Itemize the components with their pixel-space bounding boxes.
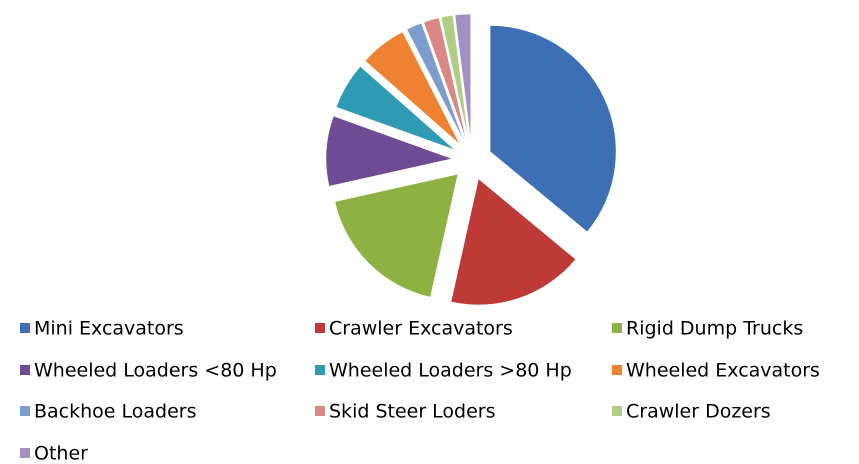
pie-slice bbox=[334, 173, 459, 298]
pie-slice bbox=[335, 66, 455, 151]
legend-swatch bbox=[612, 323, 622, 333]
pie-slice bbox=[454, 13, 471, 141]
legend-label: Wheeled Loaders >80 Hp bbox=[329, 360, 572, 382]
legend-label: Mini Excavators bbox=[34, 318, 184, 340]
pie-slice bbox=[423, 17, 467, 141]
pie-slice bbox=[364, 31, 460, 145]
pie-slice bbox=[406, 22, 465, 142]
pie-slice bbox=[440, 15, 469, 141]
legend-label: Skid Steer Loders bbox=[329, 401, 496, 423]
legend-swatch bbox=[612, 406, 622, 416]
legend-swatch bbox=[20, 365, 30, 375]
legend-label: Wheeled Excavators bbox=[626, 360, 820, 382]
legend-label: Rigid Dump Trucks bbox=[626, 318, 803, 340]
legend-swatch bbox=[612, 365, 622, 375]
legend-label: Crawler Dozers bbox=[626, 401, 771, 423]
legend-swatch bbox=[315, 323, 325, 333]
legend-label: Other bbox=[34, 443, 88, 464]
legend-swatch bbox=[315, 406, 325, 416]
pie-slice bbox=[450, 178, 576, 306]
legend-label: Wheeled Loaders <80 Hp bbox=[34, 360, 277, 382]
legend-label: Crawler Excavators bbox=[329, 318, 513, 340]
pie-slice bbox=[325, 115, 453, 187]
legend-swatch bbox=[20, 323, 30, 333]
pie-slice bbox=[489, 25, 617, 233]
legend-swatch bbox=[315, 365, 325, 375]
legend-label: Backhoe Loaders bbox=[34, 401, 197, 423]
legend-swatch bbox=[20, 406, 30, 416]
legend-swatch bbox=[20, 448, 30, 458]
